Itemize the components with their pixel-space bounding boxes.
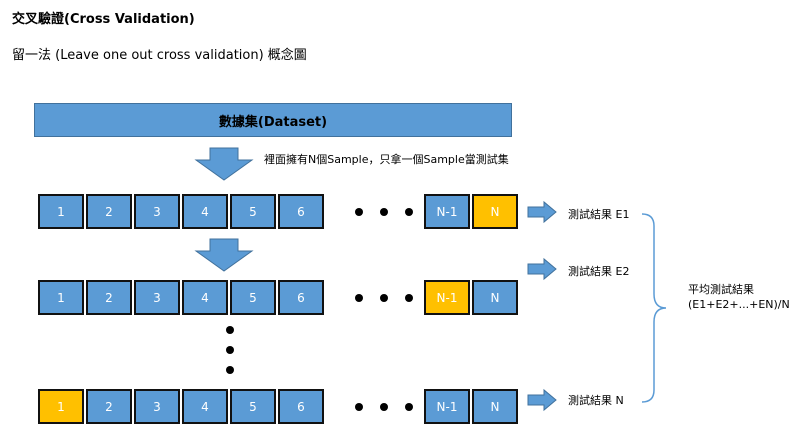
page-subtitle: 留一法 (Leave one out cross validation) 概念圖 xyxy=(12,48,307,63)
dataset-note: 裡面擁有N個Sample，只拿一個Sample當測試集 xyxy=(264,153,509,166)
ellipsis-dot xyxy=(355,294,363,302)
fold-cell-5: 5 xyxy=(230,280,276,315)
curly-brace xyxy=(641,213,667,403)
result-label-e1: 測試結果 E1 xyxy=(568,208,630,221)
test-cell-1: 1 xyxy=(38,389,84,424)
right-arrow-icon xyxy=(527,388,557,412)
test-cell-n: N xyxy=(472,194,518,229)
ellipsis-dot xyxy=(355,403,363,411)
fold-cell-n-minus-1: N-1 xyxy=(424,389,470,424)
result-label-e2: 測試結果 E2 xyxy=(568,265,630,278)
fold-cell-6: 6 xyxy=(278,194,324,229)
result-label-en: 測試結果 N xyxy=(568,394,624,407)
fold-cell-n: N xyxy=(472,280,518,315)
ellipsis-dot xyxy=(405,294,413,302)
fold-cell-5: 5 xyxy=(230,194,276,229)
fold-cell-5: 5 xyxy=(230,389,276,424)
down-arrow-icon xyxy=(194,147,254,181)
page-title: 交叉驗證(Cross Validation) xyxy=(12,12,195,27)
average-result: 平均測試結果 (E1+E2+...+EN)/N xyxy=(688,282,790,312)
ellipsis-dot xyxy=(226,346,234,354)
fold-cell-4: 4 xyxy=(182,194,228,229)
fold-cell-n-minus-1: N-1 xyxy=(424,194,470,229)
fold-cell-2: 2 xyxy=(86,389,132,424)
right-arrow-icon xyxy=(527,200,557,224)
ellipsis-dot xyxy=(405,403,413,411)
ellipsis-dot xyxy=(405,208,413,216)
ellipsis-dot xyxy=(226,366,234,374)
fold-cell-6: 6 xyxy=(278,280,324,315)
fold-cell-6: 6 xyxy=(278,389,324,424)
fold-cell-n: N xyxy=(472,389,518,424)
fold-cell-3: 3 xyxy=(134,194,180,229)
fold-cell-4: 4 xyxy=(182,280,228,315)
average-label: 平均測試結果 xyxy=(688,283,754,296)
ellipsis-dot xyxy=(226,326,234,334)
fold-cell-1: 1 xyxy=(38,280,84,315)
dataset-bar: 數據集(Dataset) xyxy=(34,103,512,137)
average-formula: (E1+E2+...+EN)/N xyxy=(688,298,790,311)
ellipsis-dot xyxy=(380,294,388,302)
ellipsis-dot xyxy=(355,208,363,216)
fold-cell-3: 3 xyxy=(134,280,180,315)
fold-cell-2: 2 xyxy=(86,280,132,315)
fold-cell-3: 3 xyxy=(134,389,180,424)
fold-cell-2: 2 xyxy=(86,194,132,229)
right-arrow-icon xyxy=(527,257,557,281)
dataset-label: 數據集(Dataset) xyxy=(218,114,328,130)
ellipsis-dot xyxy=(380,208,388,216)
down-arrow-icon xyxy=(194,238,254,272)
fold-cell-4: 4 xyxy=(182,389,228,424)
test-cell-n-minus-1: N-1 xyxy=(424,280,470,315)
fold-cell-1: 1 xyxy=(38,194,84,229)
ellipsis-dot xyxy=(380,403,388,411)
